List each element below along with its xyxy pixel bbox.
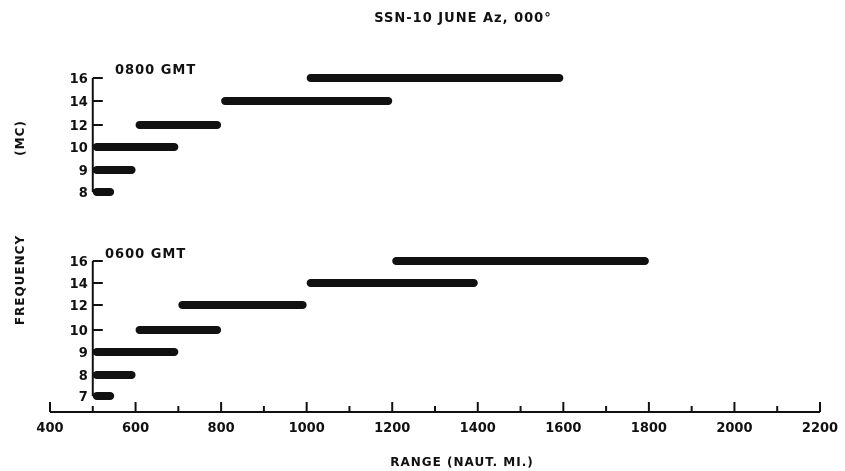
plot-area: 400 600 800 1000 1200 1400 1600 1800 2000 2200 080…	[36, 63, 838, 436]
y-tick-label: 14	[70, 95, 88, 110]
x-tick-label: 1800	[631, 421, 667, 436]
x-tick-label: 2200	[802, 421, 838, 436]
x-tick-label: 1000	[289, 421, 325, 436]
x-axis-title: RANGE (NAUT. MI.)	[390, 455, 534, 469]
y-axis-title: FREQUENCY	[13, 235, 27, 325]
y-tick-label: 10	[70, 324, 88, 339]
y-tick-label: 7	[79, 390, 88, 405]
y-tick-label: 9	[79, 164, 88, 179]
panel-label: 0800 GMT	[115, 63, 196, 78]
x-tick-label: 800	[208, 421, 235, 436]
x-tick-label: 1400	[460, 421, 496, 436]
y-tick-label: 16	[70, 72, 88, 87]
y-tick-label: 12	[70, 119, 88, 134]
y-tick-label: 9	[79, 346, 88, 361]
x-tick-label: 2000	[716, 421, 752, 436]
x-tick-label: 600	[122, 421, 149, 436]
panel-label: 0600 GMT	[105, 247, 186, 262]
x-tick-label: 1600	[545, 421, 581, 436]
y-tick-label: 14	[70, 277, 88, 292]
y-tick-label: 16	[70, 255, 88, 270]
y-tick-label: 12	[70, 299, 88, 314]
y-axis-unit: (MC)	[13, 120, 27, 156]
y-tick-label: 8	[79, 186, 88, 201]
y-tick-label: 8	[79, 369, 88, 384]
x-tick-label: 1200	[374, 421, 410, 436]
y-tick-label: 10	[70, 141, 88, 156]
x-tick-label: 400	[36, 421, 63, 436]
chart-title: SSN-10 JUNE Az, 000°	[374, 11, 551, 26]
